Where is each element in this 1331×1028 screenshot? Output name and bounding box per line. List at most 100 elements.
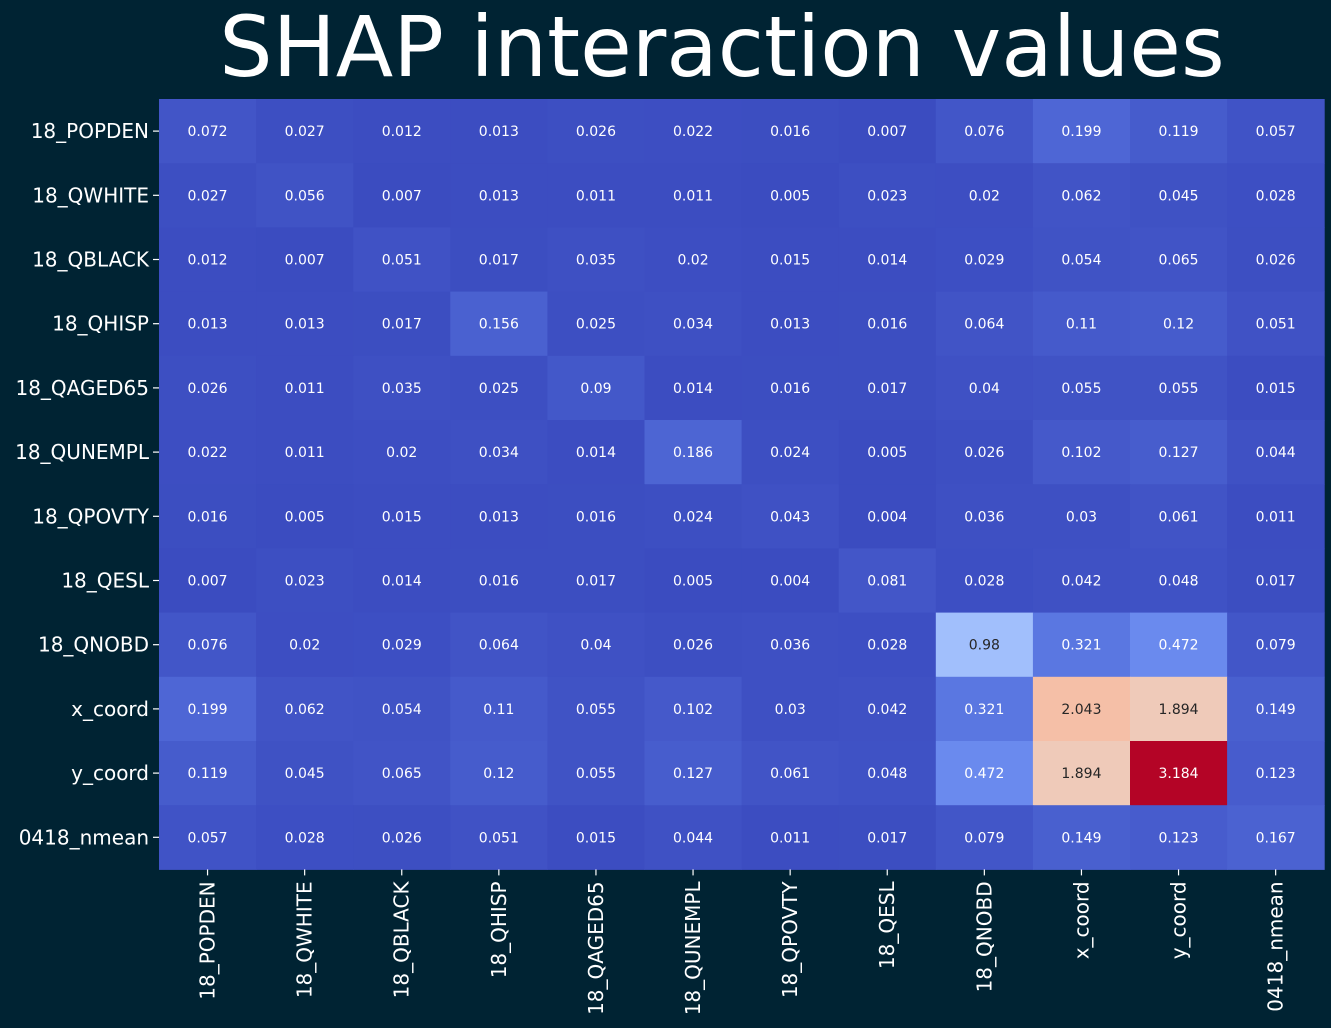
heatmap-cell bbox=[450, 741, 548, 806]
cell-value-label: 0.017 bbox=[576, 574, 616, 590]
cell-value-label: 0.004 bbox=[867, 509, 907, 525]
cell-value-label: 0.016 bbox=[867, 317, 907, 333]
heatmap-cell bbox=[644, 291, 743, 357]
heatmap-cell bbox=[935, 227, 1034, 293]
cell-value-label: 0.02 bbox=[386, 445, 417, 461]
y-tick-label: 0418_nmean bbox=[19, 825, 149, 849]
heatmap-cell bbox=[644, 676, 743, 742]
cell-value-label: 0.119 bbox=[1159, 124, 1199, 140]
cell-value-label: 0.023 bbox=[867, 188, 907, 204]
x-tick-label: 0418_nmean bbox=[1264, 881, 1288, 1011]
heatmap-cell bbox=[450, 355, 548, 421]
cell-value-label: 0.007 bbox=[382, 188, 422, 204]
cell-value-label: 0.034 bbox=[673, 317, 713, 333]
heatmap-cell bbox=[1032, 227, 1131, 293]
cell-value-label: 0.119 bbox=[188, 766, 228, 782]
cell-value-label: 0.004 bbox=[770, 574, 810, 590]
heatmap-cell bbox=[1130, 355, 1228, 421]
x-tick-label: 18_QUNEMPL bbox=[681, 881, 705, 1016]
heatmap-cell bbox=[256, 741, 354, 806]
cell-value-label: 0.123 bbox=[1256, 766, 1296, 782]
cell-value-label: 0.011 bbox=[285, 381, 325, 397]
heatmap-cell bbox=[353, 484, 451, 549]
cell-value-label: 0.014 bbox=[576, 445, 616, 461]
cell-value-label: 0.04 bbox=[580, 638, 611, 654]
cell-value-label: 0.013 bbox=[285, 317, 325, 333]
heatmap-cell bbox=[450, 805, 548, 870]
heatmap-cell bbox=[1130, 484, 1228, 549]
y-tick-labels: 18_POPDEN 18_QWHITE 18_QBLACK 18_QHISP 18_QA… bbox=[15, 119, 159, 849]
cell-value-label: 0.023 bbox=[285, 574, 325, 590]
cell-value-label: 0.09 bbox=[580, 381, 611, 397]
heatmap-cell bbox=[256, 355, 354, 421]
heatmap-cell bbox=[547, 548, 645, 614]
cell-value-label: 0.061 bbox=[1159, 509, 1199, 525]
cell-value-label: 1.894 bbox=[1061, 766, 1101, 782]
x-tick-label: 18_QESL bbox=[875, 881, 899, 970]
x-tick-label: x_coord bbox=[1069, 881, 1093, 959]
cell-value-label: 0.149 bbox=[1061, 830, 1101, 846]
cell-value-label: 0.055 bbox=[576, 766, 616, 782]
cell-value-label: 0.044 bbox=[673, 830, 713, 846]
heatmap-cell bbox=[256, 484, 354, 549]
heatmap-cell bbox=[547, 741, 645, 806]
cell-value-label: 0.007 bbox=[285, 253, 325, 269]
cell-value-label: 0.017 bbox=[1256, 574, 1296, 590]
heatmap-cell bbox=[1227, 227, 1325, 293]
heatmap-cell bbox=[450, 227, 548, 293]
heatmap-cell bbox=[159, 612, 257, 678]
cell-value-label: 1.894 bbox=[1159, 702, 1199, 718]
heatmap-cell bbox=[450, 484, 548, 549]
heatmap-cell bbox=[547, 291, 645, 357]
y-tick-label: 18_POPDEN bbox=[31, 119, 149, 143]
cell-value-label: 0.321 bbox=[1061, 638, 1101, 654]
heatmap-cell bbox=[353, 99, 451, 164]
heatmap-cell bbox=[1032, 420, 1131, 485]
cell-value-label: 0.036 bbox=[964, 509, 1004, 525]
heatmap-cell bbox=[935, 548, 1034, 614]
heatmap-cell bbox=[1227, 805, 1325, 870]
cell-value-label: 0.98 bbox=[969, 638, 1000, 654]
cell-value-label: 0.12 bbox=[1163, 317, 1194, 333]
heatmap-cell bbox=[644, 484, 743, 549]
heatmap-cell bbox=[838, 99, 937, 164]
heatmap-cell bbox=[159, 484, 257, 549]
cell-value-label: 0.007 bbox=[867, 124, 907, 140]
heatmap-cell bbox=[1130, 741, 1228, 806]
cell-value-label: 0.015 bbox=[576, 830, 616, 846]
cell-value-label: 0.011 bbox=[1256, 509, 1296, 525]
heatmap-cell bbox=[1032, 676, 1131, 742]
cell-value-label: 0.057 bbox=[1256, 124, 1296, 140]
heatmap-cell bbox=[353, 612, 451, 678]
cell-value-label: 0.045 bbox=[1159, 188, 1199, 204]
heatmap-cell bbox=[741, 163, 840, 228]
heatmap-cell bbox=[1130, 612, 1228, 678]
heatmap-cell bbox=[644, 805, 743, 870]
heatmap-cell bbox=[838, 548, 937, 614]
heatmap-cell bbox=[1227, 355, 1325, 421]
cell-value-label: 0.048 bbox=[867, 766, 907, 782]
x-tick-label: 18_QHISP bbox=[487, 881, 511, 978]
cell-value-label: 0.026 bbox=[188, 381, 228, 397]
cell-value-label: 0.065 bbox=[1159, 253, 1199, 269]
heatmap-cell bbox=[159, 676, 257, 742]
x-tick-labels: 18_POPDEN 18_QWHITE 18_QBLACK 18_QHISP 18_QA… bbox=[196, 869, 1288, 1015]
cell-value-label: 0.064 bbox=[479, 638, 519, 654]
cell-value-label: 0.011 bbox=[576, 188, 616, 204]
heatmap-cell bbox=[450, 420, 548, 485]
cell-value-label: 0.076 bbox=[964, 124, 1004, 140]
x-tick-label: 18_POPDEN bbox=[196, 881, 220, 999]
heatmap-cell bbox=[1032, 355, 1131, 421]
heatmap-cell bbox=[838, 741, 937, 806]
cell-value-label: 0.028 bbox=[1256, 188, 1296, 204]
heatmap-cell bbox=[353, 420, 451, 485]
heatmap-cell bbox=[644, 612, 743, 678]
heatmap-cell bbox=[547, 805, 645, 870]
cell-value-label: 0.035 bbox=[382, 381, 422, 397]
heatmap-cell bbox=[741, 99, 840, 164]
cell-value-label: 0.014 bbox=[673, 381, 713, 397]
heatmap-cell bbox=[353, 676, 451, 742]
cell-value-label: 0.199 bbox=[188, 702, 228, 718]
cell-value-label: 0.005 bbox=[285, 509, 325, 525]
chart-title: SHAP interaction values bbox=[219, 0, 1225, 96]
